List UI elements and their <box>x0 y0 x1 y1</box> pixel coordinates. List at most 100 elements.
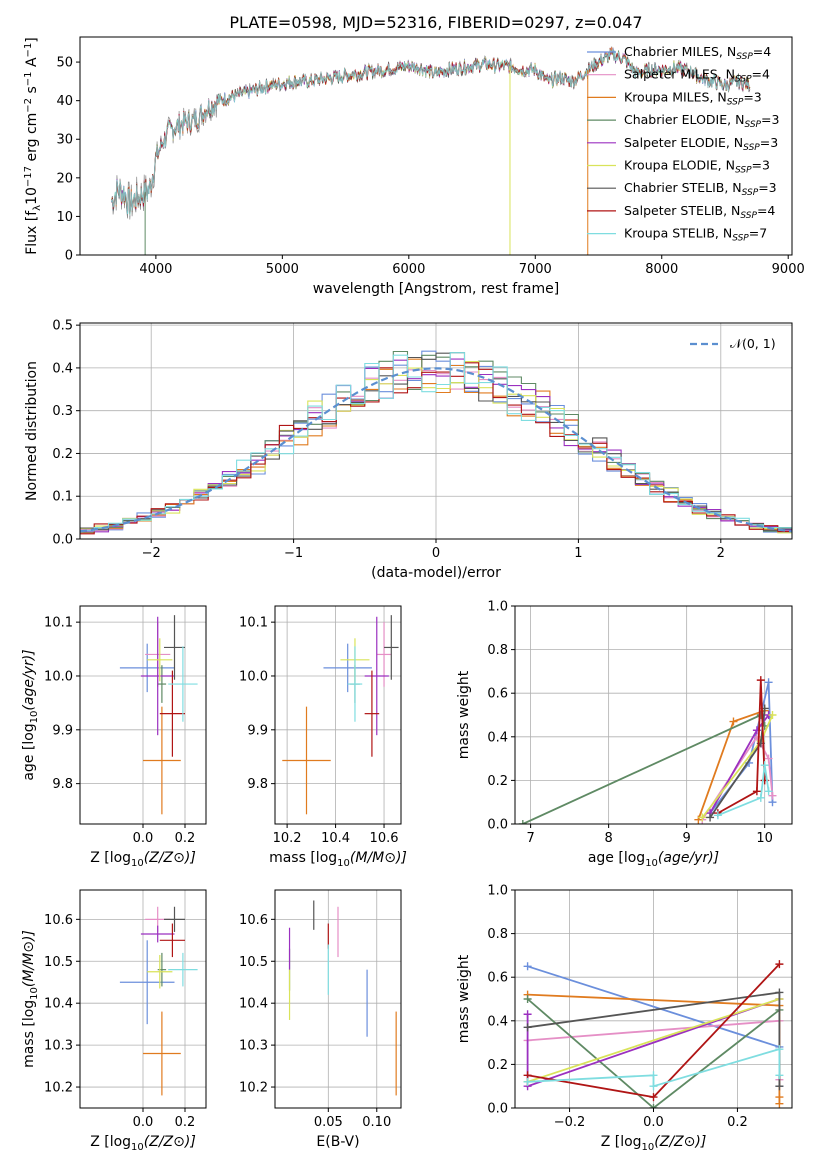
weight-marker <box>760 761 769 770</box>
legend-text: =3 <box>761 112 779 127</box>
y-label-part: Flux [f <box>24 210 40 255</box>
y-label-part: −17 <box>23 166 34 187</box>
legend-text: Kroupa ELODIE, N <box>624 158 735 173</box>
y-tick-label: 0.2 <box>52 447 73 462</box>
x-tick-label: 7 <box>526 831 534 846</box>
x-tick-label: 8 <box>604 831 612 846</box>
x-label-part: Z [log <box>90 1134 131 1150</box>
x-label-part: (Z/Z⊙)] <box>654 1134 706 1150</box>
weight-marker <box>523 962 532 971</box>
x-tick-label: 10.6 <box>370 831 399 846</box>
weight-marker <box>649 1093 658 1102</box>
weight-marker <box>756 793 765 802</box>
weight-marker <box>775 1099 784 1108</box>
legend-label: Kroupa STELIB, NSSP=7 <box>624 226 767 244</box>
weight-marker <box>649 1071 658 1080</box>
x-axis-label: Z [log10(Z/Z⊙)] <box>90 1134 196 1153</box>
y-tick-label: 30 <box>56 133 73 148</box>
weight-marker <box>775 1082 784 1091</box>
y-tick-label: 40 <box>56 94 73 109</box>
y-label-part: A <box>24 57 40 71</box>
weight-marker <box>698 813 707 822</box>
axes-frame <box>514 605 793 825</box>
legend-text: Chabrier MILES, N <box>624 44 736 59</box>
axes-mass_vs_Z: 0.0 0.210.210.310.410.510.6Z [log10(Z/Z⊙)… <box>21 889 207 1153</box>
axes-frame <box>274 889 402 1109</box>
y-tick-label: 0 <box>65 249 73 264</box>
x-tick-label: 0 <box>432 546 440 561</box>
x-tick-label: 8000 <box>645 262 678 277</box>
axes-frame <box>514 889 793 1109</box>
weight-line <box>717 680 766 814</box>
legend-label: Kroupa ELODIE, NSSP=3 <box>624 158 770 176</box>
axes-spectrum: 4000 5000 6000 7000 8000 9000 0 10 20 30 40 50 wavel… <box>23 36 805 297</box>
x-tick-label: 0.10 <box>362 1115 391 1130</box>
legend-sub: SSP <box>727 97 744 107</box>
legend-text: =4 <box>752 67 770 82</box>
y-axis-label: Normed distribution <box>24 361 40 501</box>
histogram-step <box>80 358 792 533</box>
y-tick-label: 10.6 <box>44 913 73 928</box>
legend-text: =7 <box>749 226 767 241</box>
weight-marker <box>523 995 532 1003</box>
y-tick-label: 10.2 <box>239 1081 268 1096</box>
weight-marker <box>706 813 715 822</box>
legend-sub: SSP <box>735 166 752 176</box>
y-tick-label: 10.4 <box>239 997 268 1012</box>
legend-sub: SSP <box>743 143 760 153</box>
y-tick-label: 10.5 <box>44 955 73 970</box>
y-label-part: −1 <box>23 71 34 86</box>
legend-label: 𝒩(0, 1) <box>730 336 776 351</box>
weight-line <box>717 764 770 817</box>
y-label-part: λ <box>32 205 43 211</box>
legend-text: Salpeter ELODIE, N <box>624 135 743 150</box>
x-tick-label: 5000 <box>266 262 299 277</box>
y-tick-label: 10 <box>56 210 73 225</box>
y-label-part: s <box>24 86 40 98</box>
x-tick-label: 6000 <box>392 262 425 277</box>
weight-marker <box>523 1023 532 1032</box>
weight-marker <box>649 1082 658 1091</box>
legend-text: =3 <box>752 158 770 173</box>
legend-text: Chabrier ELODIE, N <box>624 112 744 127</box>
weight-line <box>697 709 765 820</box>
y-tick-label: 10.3 <box>44 1039 73 1054</box>
y-tick-label: 10.0 <box>44 669 73 684</box>
y-tick-label: 9.8 <box>247 777 268 792</box>
weight-marker <box>523 1077 532 1086</box>
y-tick-label: 0.6 <box>487 687 508 702</box>
legend-label: Chabrier MILES, NSSP=4 <box>624 44 771 62</box>
weight-marker <box>775 1045 784 1054</box>
x-tick-label: 9000 <box>772 262 805 277</box>
y-axis-label: age [log10(age/yr)] <box>21 649 40 780</box>
x-tick-label: −0.2 <box>554 1115 586 1130</box>
weight-marker <box>518 820 527 824</box>
legend-label: Salpeter MILES, NSSP=4 <box>624 67 770 85</box>
y-tick-label: 0.5 <box>52 319 73 334</box>
x-tick-label: 0.2 <box>727 1115 748 1130</box>
weight-marker <box>764 754 773 763</box>
y-axis-label: mass weight <box>456 954 472 1043</box>
y-tick-label: 9.8 <box>52 777 73 792</box>
legend-label: Chabrier ELODIE, NSSP=3 <box>624 112 779 130</box>
histogram-step <box>80 362 792 535</box>
x-tick-label: 1 <box>574 546 582 561</box>
x-tick-label: 2 <box>717 546 725 561</box>
y-tick-label: 0.6 <box>487 971 508 986</box>
y-tick-label: 0.4 <box>487 730 508 745</box>
plot-area <box>523 960 784 1108</box>
legend-text: =3 <box>760 135 778 150</box>
legend-label: Salpeter ELODIE, NSSP=3 <box>624 135 778 153</box>
x-tick-label: 7000 <box>519 262 552 277</box>
x-axis-label: Z [log10(Z/Z⊙)] <box>90 850 196 869</box>
x-axis-label: mass [log10(M/M⊙)] <box>269 850 407 869</box>
y-tick-label: 10.3 <box>239 1039 268 1054</box>
plot-area <box>111 46 751 255</box>
x-label-part: mass [log <box>269 850 337 866</box>
y-tick-label: 1.0 <box>487 884 508 899</box>
legend-text: =3 <box>758 180 776 195</box>
x-label-sub: 10 <box>337 858 350 869</box>
weight-marker <box>764 678 773 687</box>
x-tick-label: 0.0 <box>133 1115 154 1130</box>
